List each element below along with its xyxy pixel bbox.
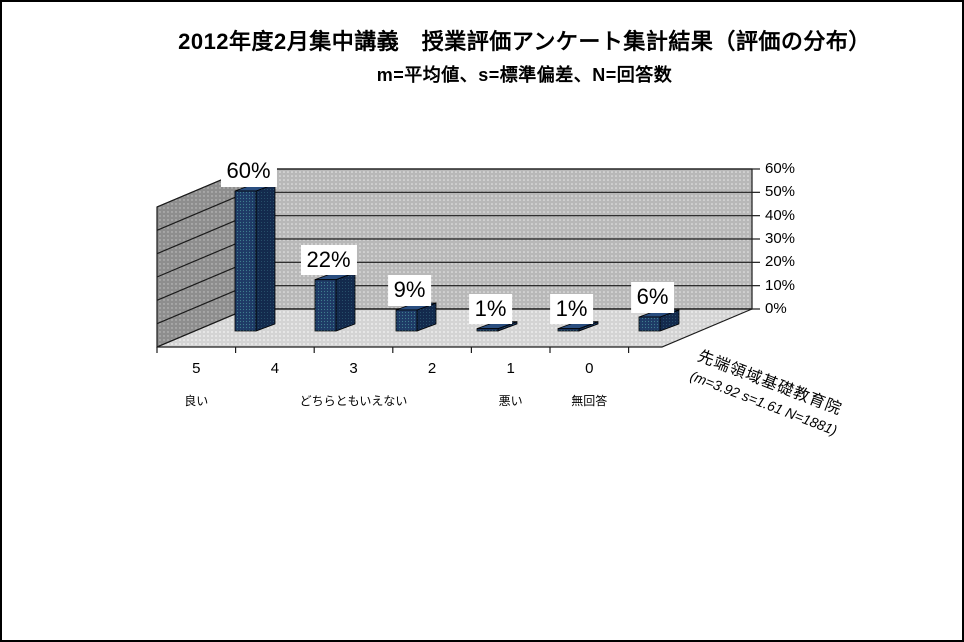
bar-side-face	[255, 183, 276, 332]
bar-front-face	[476, 328, 499, 332]
chart-title: 2012年度2月集中講義 授業評価アンケート集計結果（評価の分布）	[178, 29, 871, 54]
bar-front-face	[638, 316, 661, 332]
side-wall-gridline	[156, 308, 248, 348]
side-wall-gridline	[156, 285, 248, 325]
side-wall-gridline	[156, 261, 248, 301]
bar-side-face	[335, 272, 356, 332]
bar-front-face	[395, 309, 418, 332]
bar-front-face	[557, 328, 580, 332]
chart-subtitle: m=平均値、s=標準偏差、N=回答数	[376, 65, 673, 85]
bar-front-face	[314, 279, 337, 332]
side-wall-gridline	[156, 238, 248, 278]
chart-title-block: 2012年度2月集中講義 授業評価アンケート集計結果（評価の分布） m=平均値、…	[72, 24, 962, 87]
bar-front-face	[234, 190, 257, 332]
side-wall-gridline	[156, 191, 248, 231]
side-wall-gridline	[156, 215, 248, 255]
